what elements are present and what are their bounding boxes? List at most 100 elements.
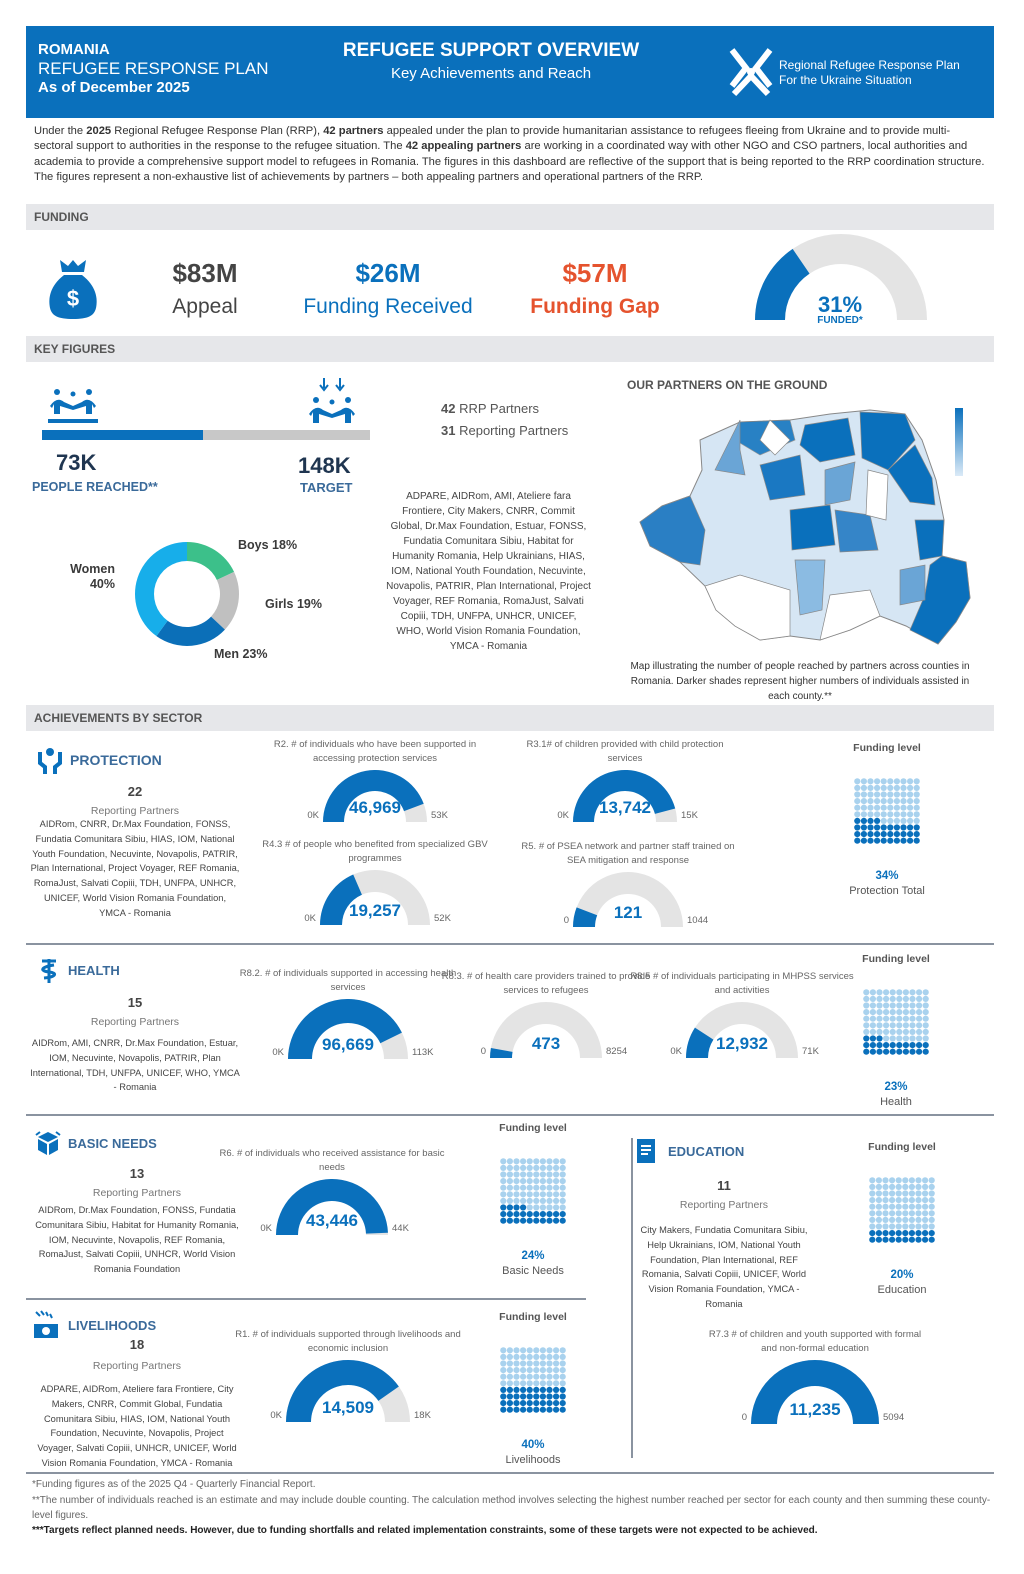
waffle-dot [913,778,920,785]
waffle-dot [889,1230,896,1237]
waffle-dot [553,1347,560,1354]
waffle-dot [922,995,929,1002]
waffle-dot [520,1184,527,1191]
waffle-dot [889,1022,896,1029]
waffle-dot [553,1393,560,1400]
intro-text: are working in a coordinated way with ot… [34,140,985,183]
footnote-targets: ***Targets reflect planned needs. Howeve… [32,1525,818,1536]
waffle-dot [860,817,867,824]
waffle-dot [869,1015,876,1022]
funding-level-label: Funding level [868,1141,936,1153]
intro-text: Under the [34,125,87,137]
intro-bold: 2025 [86,125,112,137]
waffle-dot [902,1197,909,1204]
waffle-dot [908,1183,915,1190]
waffle-dot [539,1191,546,1198]
waffle-dot [539,1380,546,1387]
waffle-dot [539,1400,546,1407]
waffle-dot [896,1048,903,1055]
waffle-dot [922,1177,929,1184]
waffle-dot [553,1164,560,1171]
livelihoods-funding-level: Funding level 40% Livelihoods [483,1311,583,1466]
waffle-dot [526,1406,533,1413]
waffle-dot [893,824,900,831]
waffle-dot [854,824,861,831]
waffle-dot [869,1048,876,1055]
waffle-dot [559,1380,566,1387]
funding-waffle [854,778,920,844]
waffle-dot [539,1360,546,1367]
indicator-title: R1. # of individuals supported through l… [235,1329,461,1354]
gauge-max: 18K [414,1410,431,1421]
gap-value: $57M [562,258,628,288]
waffle-dot [553,1171,560,1178]
waffle-dot [513,1191,520,1198]
waffle-dot [902,1022,909,1029]
waffle-dot [500,1400,507,1407]
waffle-dot [907,831,914,838]
intro-text: Regional Refugee Response Plan (RRP), [111,125,324,137]
waffle-dot [928,1223,935,1230]
waffle-dot [546,1386,553,1393]
waffle-dot [908,1236,915,1243]
waffle-dot [875,1183,882,1190]
waffle-dot [900,837,907,844]
basic-needs-funding-level: Funding level 24% Basic Needs [483,1122,583,1277]
waffle-dot [889,995,896,1002]
gauge-fill [573,907,598,927]
waffle-dot [513,1380,520,1387]
waffle-dot [928,1210,935,1217]
reporting-count: 22 [127,784,143,799]
waffle-dot [860,778,867,785]
waffle-dot [889,1002,896,1009]
gauge-chart [323,770,427,822]
partner-counts: 42 RRP Partners 31 Reporting Partners [441,398,568,442]
waffle-dot [869,995,876,1002]
page-title: REFUGEE SUPPORT OVERVIEW [342,40,640,61]
waffle-dot [916,1022,923,1029]
waffle-dot [889,1190,896,1197]
waffle-dot [889,1183,896,1190]
waffle-dot [893,831,900,838]
key-figures-section-header: KEY FIGURES [26,336,994,362]
waffle-dot [896,1002,903,1009]
gauge-r7-3: R7.3 # of children and youth supported w… [700,1328,930,1424]
waffle-dot [500,1204,507,1211]
waffle-dot [526,1204,533,1211]
waffle-dot [902,1210,909,1217]
waffle-dot [500,1164,507,1171]
waffle-dot [915,1197,922,1204]
waffle-dot [896,1022,903,1029]
waffle-dot [546,1353,553,1360]
waffle-dot [546,1204,553,1211]
waffle-dot [539,1217,546,1224]
footnote-reach: **The number of individuals reached is a… [32,1495,991,1521]
waffle-dot [902,1035,909,1042]
waffle-dot [500,1217,507,1224]
waffle-dot [913,811,920,818]
waffle-dot [907,811,914,818]
waffle-dot [559,1164,566,1171]
waffle-dot [928,1177,935,1184]
waffle-dot [869,1177,876,1184]
waffle-dot [875,1203,882,1210]
waffle-dot [869,1236,876,1243]
gauge-r2: R2. # of individuals who have been suppo… [260,738,490,822]
waffle-dot [902,1042,909,1049]
waffle-dot [869,1002,876,1009]
rrp-logo: Regional Refugee Response Plan For the U… [726,46,986,102]
reporting-count: 11 [717,1178,731,1193]
waffle-dot [506,1204,513,1211]
waffle-dot [896,995,903,1002]
waffle-dot [533,1360,540,1367]
waffle-dot [513,1211,520,1218]
waffle-dot [513,1367,520,1374]
reached-value: 73K [56,450,97,475]
waffle-dot [874,778,881,785]
partner-list: ADPARE, AIDRom, AMI, Ateliere fara Front… [386,491,591,652]
waffle-dot [907,784,914,791]
waffle-dot [875,1190,882,1197]
waffle-dot [546,1380,553,1387]
waffle-dot [520,1191,527,1198]
indicator-title: R8.3. # of health care providers trained… [441,971,651,996]
